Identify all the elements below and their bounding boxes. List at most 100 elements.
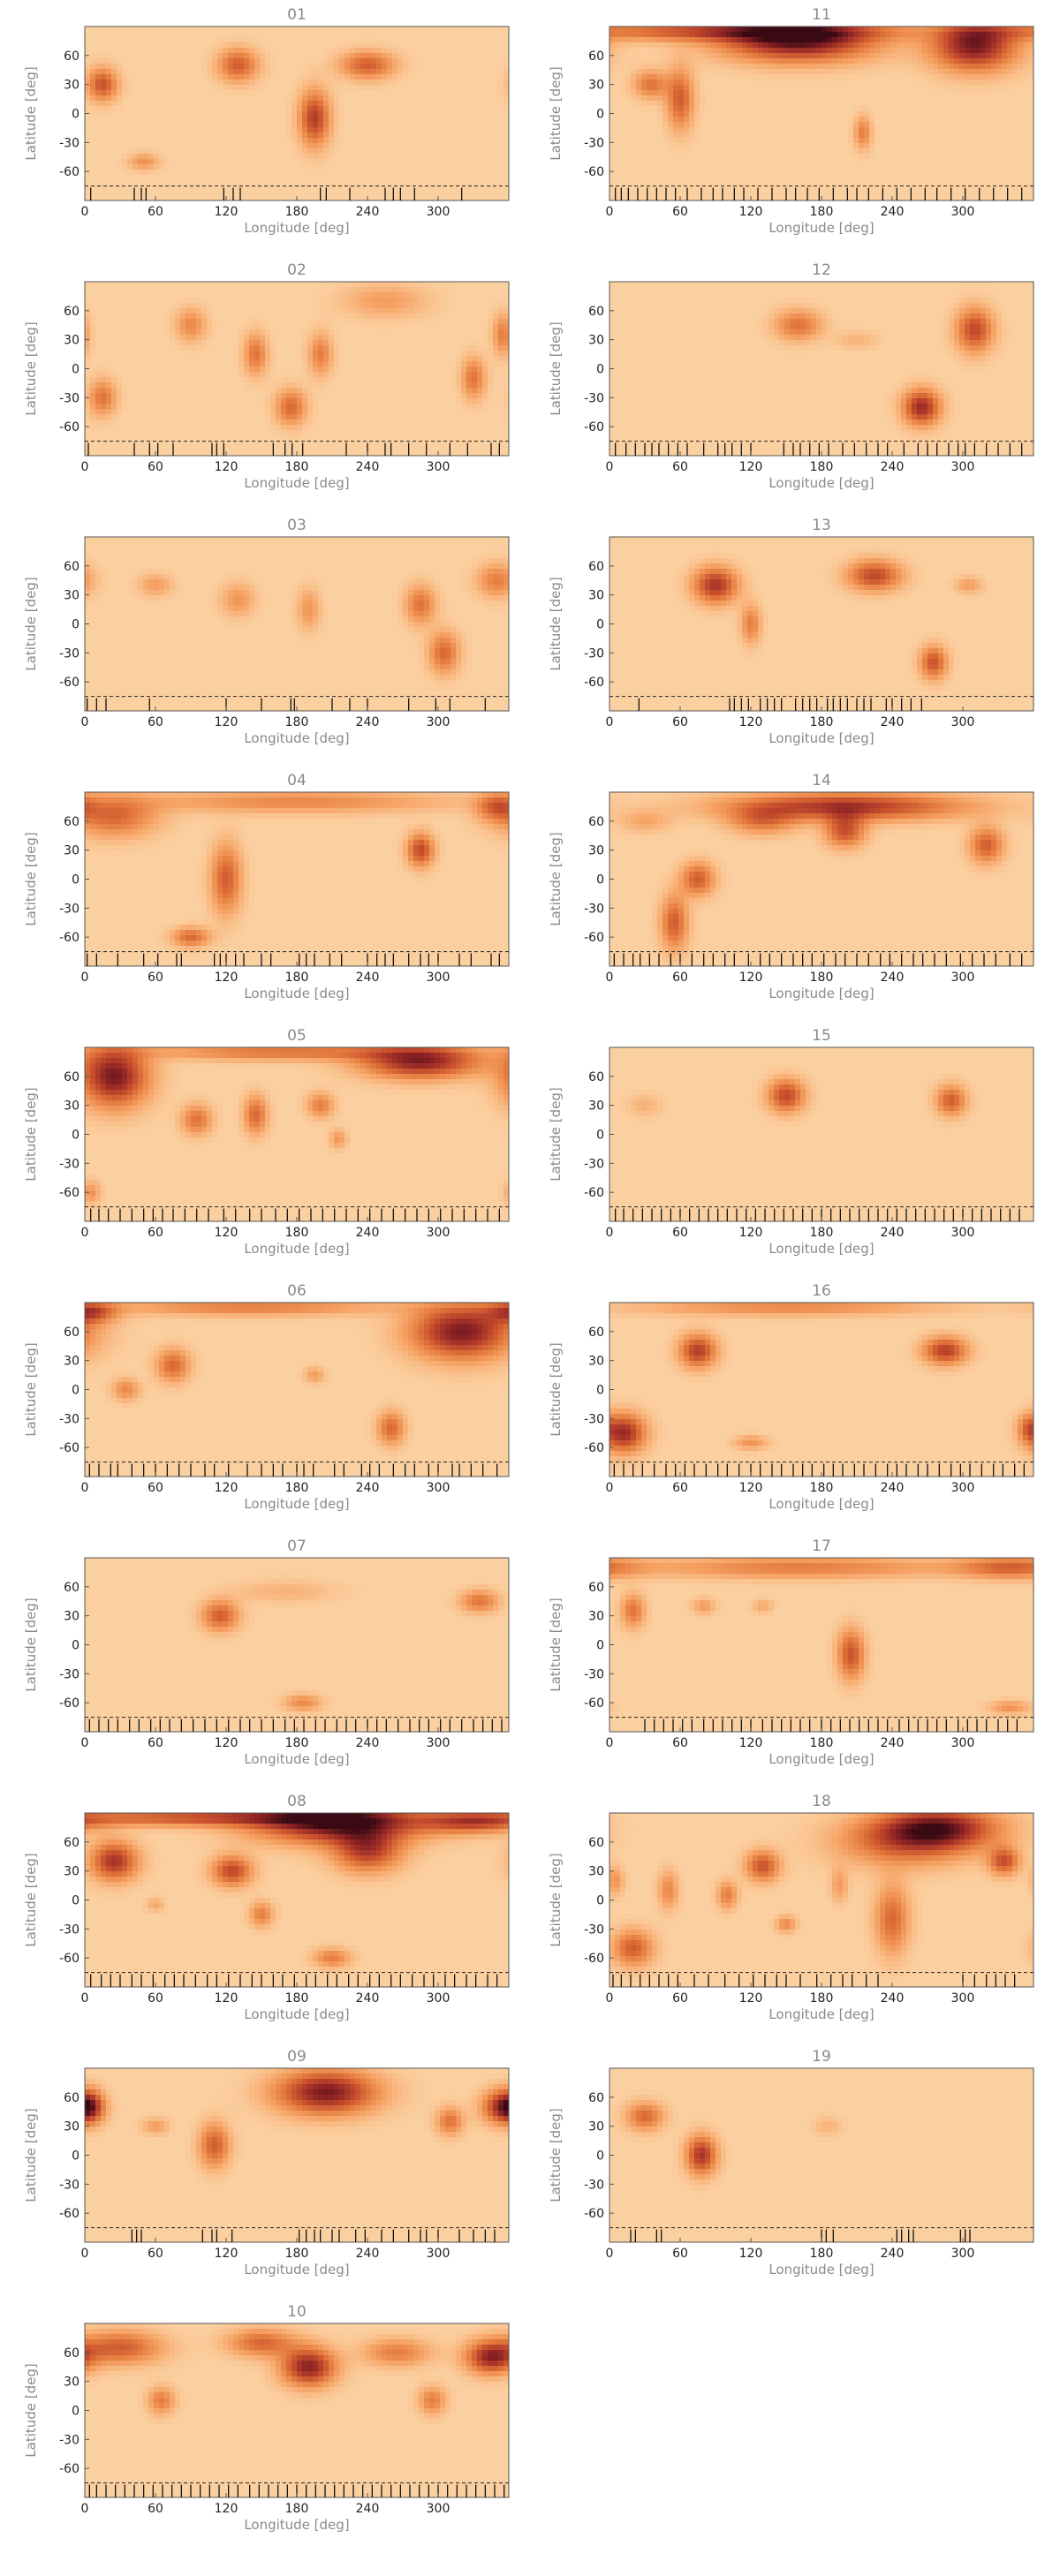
heatmap-cell: [482, 85, 488, 90]
heatmap-cell: [85, 85, 90, 90]
heatmap-cell: [334, 132, 339, 138]
heatmap-cell: [238, 90, 244, 95]
heatmap-cell: [164, 175, 170, 180]
heatmap-cell: [111, 127, 117, 132]
heatmap-cell: [498, 85, 504, 90]
heatmap-cell: [132, 122, 138, 127]
heatmap-cell: [159, 101, 164, 106]
heatmap-cell: [376, 164, 382, 170]
heatmap-cell: [270, 37, 276, 42]
heatmap-cell: [398, 48, 403, 53]
heatmap-cell: [212, 164, 217, 170]
heatmap-cell: [413, 132, 419, 138]
heatmap-cell: [387, 154, 392, 159]
heatmap-cell: [472, 101, 477, 106]
heatmap-cell: [260, 154, 265, 159]
heatmap-cell: [117, 191, 122, 196]
heatmap-cell: [313, 42, 318, 48]
heatmap-cell: [238, 111, 244, 117]
heatmap-cell: [318, 79, 323, 85]
heatmap-cell: [318, 53, 323, 58]
heatmap-cell: [265, 191, 270, 196]
heatmap-cell: [148, 37, 154, 42]
heatmap-cell: [281, 95, 286, 101]
heatmap-cell: [387, 69, 392, 74]
heatmap-cell: [435, 90, 440, 95]
x-tick-label: 60: [148, 205, 163, 219]
heatmap-cell: [435, 26, 440, 32]
heatmap-cell: [307, 180, 313, 185]
heatmap-cell: [376, 26, 382, 32]
heatmap-cell: [366, 69, 371, 74]
heatmap-cell: [292, 90, 297, 95]
heatmap-cell: [238, 95, 244, 101]
heatmap-cell: [223, 117, 228, 122]
heatmap-cell: [122, 106, 127, 111]
heatmap-cell: [334, 170, 339, 175]
heatmap-cell: [286, 170, 292, 175]
heatmap-cell: [212, 37, 217, 42]
heatmap-cell: [281, 64, 286, 69]
heatmap-cell: [504, 138, 509, 143]
heatmap-cell: [270, 101, 276, 106]
heatmap-cell: [424, 154, 429, 159]
heatmap-cell: [117, 159, 122, 164]
heatmap-cell: [450, 53, 456, 58]
heatmap-cell: [270, 90, 276, 95]
heatmap-cell: [350, 85, 355, 90]
heatmap-cell: [196, 138, 201, 143]
heatmap-cell: [376, 154, 382, 159]
heatmap-cell: [143, 154, 148, 159]
heatmap-cell: [334, 122, 339, 127]
heatmap-cell: [440, 170, 445, 175]
heatmap-cell: [90, 32, 95, 37]
heatmap-cell: [440, 32, 445, 37]
heatmap-cell: [456, 26, 461, 32]
heatmap-cell: [143, 138, 148, 143]
heatmap-cell: [117, 282, 122, 287]
heatmap-cell: [344, 53, 350, 58]
heatmap-cell: [90, 175, 95, 180]
heatmap-cell: [398, 170, 403, 175]
heatmap-cell: [450, 159, 456, 164]
heatmap-cell: [132, 132, 138, 138]
heatmap-cell: [472, 154, 477, 159]
heatmap-cell: [276, 180, 281, 185]
heatmap-cell: [472, 127, 477, 132]
heatmap-cell: [329, 191, 334, 196]
heatmap-cell: [95, 85, 101, 90]
heatmap-cell: [413, 48, 419, 53]
heatmap-cell: [85, 90, 90, 95]
heatmap-cell: [366, 148, 371, 154]
heatmap-cell: [281, 79, 286, 85]
heatmap-cell: [371, 53, 376, 58]
heatmap-cell: [228, 53, 233, 58]
heatmap-cell: [207, 111, 212, 117]
heatmap-cell: [228, 95, 233, 101]
heatmap-cell: [233, 90, 238, 95]
heatmap-cell: [254, 143, 260, 148]
heatmap-cell: [445, 132, 450, 138]
heatmap-cell: [488, 132, 493, 138]
heatmap-cell: [403, 159, 408, 164]
heatmap-cell: [355, 154, 360, 159]
heatmap-cell: [302, 79, 307, 85]
heatmap-cell: [159, 74, 164, 79]
heatmap-cell: [360, 42, 366, 48]
heatmap-cell: [276, 164, 281, 170]
heatmap-cell: [101, 26, 106, 32]
heatmap-cell: [466, 32, 472, 37]
heatmap-cell: [440, 117, 445, 122]
heatmap-cell: [360, 106, 366, 111]
heatmap-cell: [440, 79, 445, 85]
heatmap-cell: [435, 58, 440, 64]
heatmap-cell: [254, 191, 260, 196]
heatmap-cell: [292, 191, 297, 196]
heatmap-cell: [292, 164, 297, 170]
heatmap-cell: [488, 74, 493, 79]
heatmap-cell: [482, 37, 488, 42]
heatmap-cell: [339, 85, 344, 90]
heatmap-cell: [106, 79, 111, 85]
heatmap-cell: [398, 74, 403, 79]
heatmap-cell: [307, 74, 313, 79]
